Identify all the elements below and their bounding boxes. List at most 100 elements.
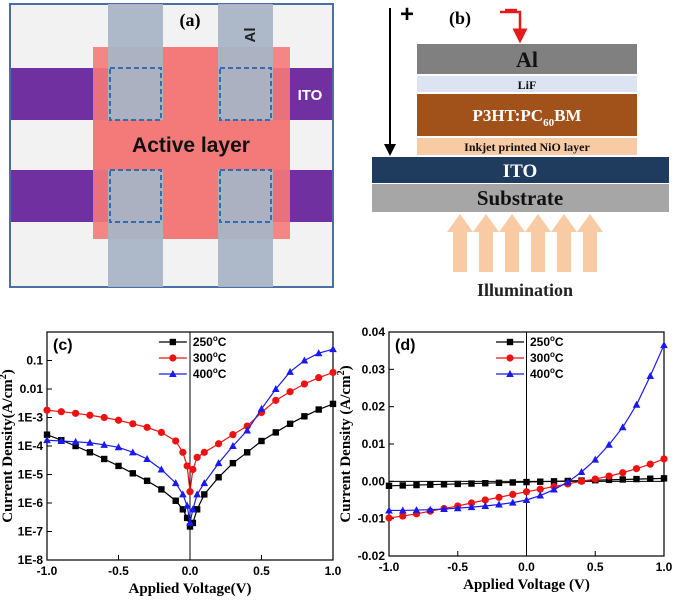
data-point-square — [189, 519, 197, 527]
data-point-circle — [577, 477, 586, 485]
data-point-circle — [100, 413, 108, 422]
data-point-square — [101, 455, 108, 463]
data-point-triangle — [169, 370, 177, 377]
device-pixel-1 — [109, 67, 162, 121]
nio-layer-label: Inkjet printed NiO layer — [464, 140, 590, 154]
y-tick-label: 1E-6 — [18, 496, 44, 510]
lif-layer — [417, 76, 637, 92]
data-point-square — [215, 474, 222, 481]
legend-label: 300oC — [193, 350, 227, 365]
data-point-circle — [619, 469, 627, 477]
illumination-arrows — [447, 214, 603, 272]
panel-label: (c) — [53, 337, 73, 354]
data-point-triangle — [171, 479, 180, 487]
data-point-circle — [522, 488, 531, 496]
data-point-triangle — [563, 478, 572, 486]
data-point-circle — [57, 408, 65, 416]
data-point-square — [169, 338, 177, 346]
data-point-circle — [385, 514, 393, 522]
data-point-circle — [183, 462, 191, 470]
x-tick-label: 0.5 — [253, 564, 270, 578]
data-point-circle — [157, 428, 165, 437]
panel-a-label: (a) — [180, 10, 201, 31]
data-point-circle — [72, 409, 80, 417]
y-tick-label: 0.00 — [362, 474, 386, 488]
data-point-square — [605, 476, 613, 484]
data-point-square — [495, 479, 503, 487]
data-point-circle — [660, 455, 668, 463]
data-point-triangle — [183, 501, 191, 509]
plus-sign: + — [400, 1, 414, 28]
legend-label: 250oC — [193, 334, 227, 349]
data-point-square — [43, 431, 51, 438]
data-point-square — [129, 470, 136, 477]
ito-label: ITO — [298, 87, 323, 104]
data-point-triangle — [440, 504, 448, 512]
data-point-circle — [495, 493, 503, 501]
y-axis-label: Current Density (A/cm2) — [336, 365, 354, 522]
data-point-triangle — [385, 506, 393, 514]
x-tick-label: 1.0 — [325, 564, 342, 578]
panel-b-label: (b) — [449, 8, 471, 29]
data-point-circle — [43, 406, 51, 414]
data-point-square — [172, 497, 179, 504]
data-point-square — [193, 506, 201, 513]
data-point-square — [550, 478, 558, 485]
data-point-triangle — [605, 440, 613, 448]
data-point-square — [537, 478, 544, 485]
data-point-triangle — [550, 485, 558, 493]
data-point-circle — [179, 448, 187, 456]
data-point-square — [229, 459, 237, 467]
ito-layer-label: ITO — [503, 161, 538, 182]
data-point-square — [183, 514, 191, 522]
data-point-triangle — [71, 437, 80, 445]
data-point-triangle — [286, 367, 294, 375]
data-point-circle — [506, 354, 514, 362]
data-point-triangle — [243, 426, 251, 434]
y-tick-label: -0.02 — [358, 549, 386, 563]
legend-label: 250oC — [530, 334, 564, 349]
illumination-arrow — [499, 214, 525, 272]
panel-b: (b) + − Al LiF P3HT:PC60BM Inkjet printe… — [372, 0, 669, 300]
legend-label: 400oC — [530, 366, 564, 381]
illumination-arrow — [473, 214, 499, 272]
data-point-circle — [286, 388, 294, 396]
data-point-circle — [399, 512, 407, 520]
panel-a: (a) Al ITO Active layer — [9, 3, 334, 288]
ito-layer — [372, 157, 669, 183]
data-point-circle — [329, 368, 337, 377]
x-tick-label: 0.0 — [518, 560, 535, 574]
x-tick-label: -1.0 — [37, 564, 58, 578]
illumination-arrow — [551, 214, 577, 272]
p3ht-layer — [417, 94, 637, 136]
series-400 — [385, 341, 668, 514]
data-point-triangle — [257, 404, 266, 412]
data-point-square — [413, 481, 420, 489]
data-point-square — [454, 480, 461, 488]
x-tick-label: -0.5 — [447, 560, 468, 574]
legend-label: 300oC — [530, 350, 564, 365]
data-point-square — [272, 429, 279, 436]
data-point-triangle — [43, 436, 51, 444]
data-point-square — [315, 406, 322, 413]
data-point-triangle — [660, 341, 668, 349]
data-point-square — [506, 338, 514, 346]
data-point-triangle — [536, 491, 545, 499]
illumination-label: Illumination — [477, 280, 573, 300]
data-point-circle — [467, 499, 476, 507]
y-tick-label: 1E-5 — [18, 468, 44, 482]
data-point-triangle — [114, 443, 123, 451]
data-point-square — [482, 480, 489, 487]
y-axis-label: Current Density(A/cm2) — [0, 369, 16, 522]
data-point-circle — [632, 465, 641, 473]
active-layer-cross-h — [93, 120, 290, 170]
al-layer — [417, 44, 637, 74]
y-tick-label: 0.01 — [20, 382, 44, 396]
data-point-square — [385, 482, 393, 490]
data-point-circle — [86, 411, 94, 419]
data-point-square — [158, 486, 165, 493]
data-point-triangle — [129, 448, 137, 456]
data-point-circle — [200, 448, 208, 456]
x-axis-label: Applied Voltage (V) — [463, 577, 590, 593]
data-point-square — [201, 491, 208, 498]
